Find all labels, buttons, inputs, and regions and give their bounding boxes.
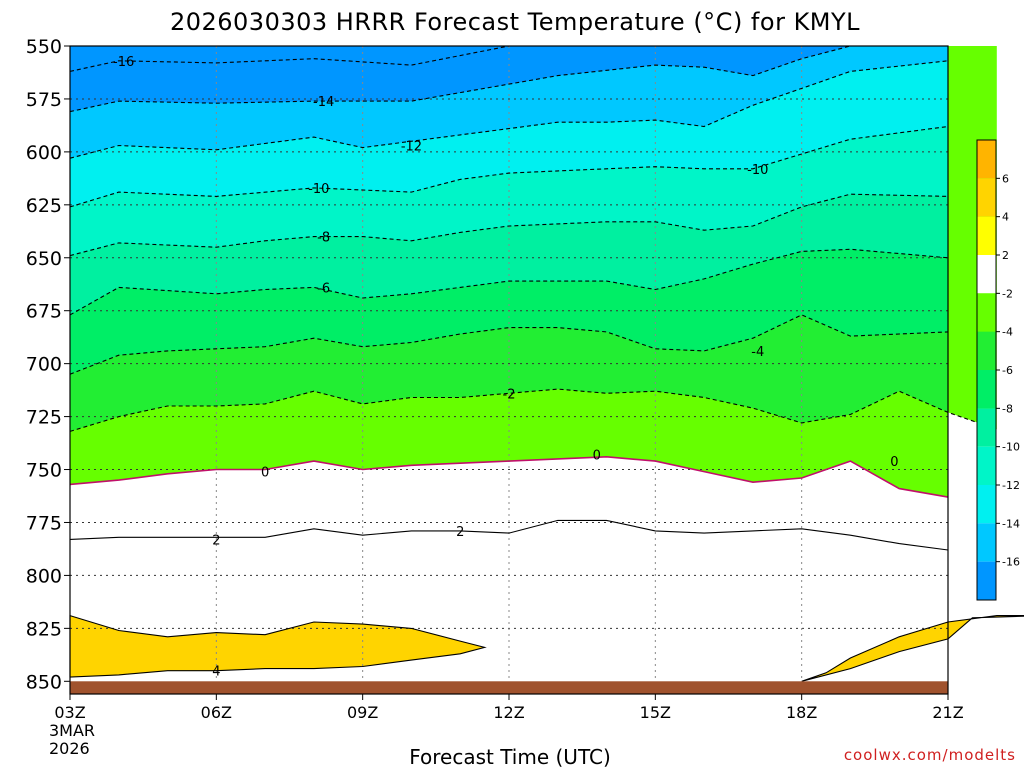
x-start-year-label: 2026 (49, 739, 90, 758)
colorbar-swatch-9 (977, 485, 996, 524)
isotherm-line--2 (69, 388, 997, 432)
y-tick-label-600: 600 (26, 142, 62, 164)
colorbar-swatch-4 (977, 293, 996, 332)
x-tick-label-15Z: 15Z (640, 703, 671, 722)
colorbar-label--2: -2 (1002, 287, 1013, 300)
isotherm-line-0 (69, 455, 949, 498)
y-tick-label-750: 750 (26, 460, 62, 482)
x-axis-ticks: 03Z 06Z 09Z 12Z 15Z 18Z 21Z (54, 694, 964, 722)
y-tick-label-825: 825 (26, 618, 62, 640)
colorbar-label--10: -10 (1002, 441, 1020, 454)
isotherm-line-4 (69, 614, 487, 678)
isotherm-label-0: 0 (593, 449, 601, 464)
fill-warm-pocket-1 (801, 615, 1024, 682)
isotherm-label--12: -12 (401, 140, 422, 155)
colorbar-swatch-2 (977, 216, 996, 255)
isotherm-label--10: -10 (308, 182, 329, 197)
y-tick-label-700: 700 (26, 354, 62, 376)
colorbar-swatch-0 (977, 140, 996, 179)
isotherm-line--6 (69, 248, 949, 316)
y-tick-label-625: 625 (26, 195, 62, 217)
isotherm-lines: -16 -14 -12 -10 -10 -8 -6 -4 -2 0 0 0 2 2 4 (69, 45, 1024, 682)
colorbar-label--12: -12 (1002, 479, 1020, 492)
y-tick-label-775: 775 (26, 512, 62, 534)
x-tick-label-09Z: 09Z (347, 703, 378, 722)
x-start-day-label: 3MAR (49, 721, 95, 740)
x-tick-label-18Z: 18Z (786, 703, 817, 722)
ground-bar (70, 681, 948, 694)
y-tick-label-800: 800 (26, 565, 62, 587)
isotherm-label-4: 4 (212, 665, 220, 680)
isotherm-label--8: -8 (317, 231, 330, 246)
isotherm-line--4 (69, 314, 949, 375)
x-axis-label: Forecast Time (UTC) (409, 745, 611, 768)
x-tick-label-06Z: 06Z (201, 703, 232, 722)
colorbar-swatch-11 (977, 561, 996, 600)
isotherm-line--16 (69, 45, 510, 72)
fill-warm-pocket-0 (70, 615, 485, 678)
x-tick-label-21Z: 21Z (932, 703, 963, 722)
y-tick-label-675: 675 (26, 301, 62, 323)
isotherm-label--14: -14 (313, 95, 334, 110)
colorbar: 6 4 2 -2 -4 -6 -8 -10 -12 -14 -16 (976, 139, 1020, 601)
colorbar-swatch-8 (977, 446, 996, 485)
y-axis-ticks: 550 575 600 625 650 675 700 725 750 775 800 825 850 (26, 36, 70, 693)
chart-title: 2026030303 HRRR Forecast Temperature (°C… (170, 8, 860, 36)
y-tick-label-725: 725 (26, 407, 62, 429)
isotherm-label--2: -2 (503, 387, 516, 402)
isotherm-label-2: 2 (456, 525, 464, 540)
colorbar-label--6: -6 (1002, 364, 1013, 377)
colorbar-swatch-6 (977, 370, 996, 409)
colorbar-label--14: -14 (1002, 517, 1020, 530)
ground-layer (70, 681, 948, 694)
isotherm-line--14 (69, 45, 851, 113)
y-tick-label-650: 650 (26, 248, 62, 270)
colorbar-swatch-7 (977, 408, 996, 447)
plot-area (70, 46, 1024, 694)
isotherm-line--8 (69, 193, 949, 257)
isotherm-label-0: 0 (261, 466, 269, 481)
isotherm-label--6: -6 (317, 281, 330, 296)
isotherm-label-2: 2 (212, 533, 220, 548)
isotherm-line--12 (69, 60, 949, 159)
y-tick-label-850: 850 (26, 671, 62, 693)
colorbar-label--16: -16 (1002, 556, 1020, 569)
grid-lines (70, 46, 948, 694)
colorbar-swatch-1 (977, 178, 996, 217)
isotherm-label--4: -4 (751, 345, 764, 360)
colorbar-swatch-10 (977, 523, 996, 562)
colorbar-label-4: 4 (1002, 211, 1009, 224)
isotherm-line-2 (69, 519, 949, 551)
isotherm-line--10 (69, 125, 949, 208)
colorbar-label--4: -4 (1002, 326, 1013, 339)
credit-link[interactable]: coolwx.com/modelts (844, 746, 1016, 764)
colorbar-label--8: -8 (1002, 402, 1013, 415)
colorbar-label-6: 6 (1002, 172, 1009, 185)
x-tick-label-03Z: 03Z (54, 703, 85, 722)
x-tick-label-12Z: 12Z (493, 703, 524, 722)
isotherm-label--10: -10 (747, 163, 768, 178)
isotherm-line-4 (801, 615, 1024, 682)
colorbar-swatch-3 (977, 255, 996, 294)
colorbar-label-2: 2 (1002, 249, 1009, 262)
isotherm-label--16: -16 (113, 55, 134, 70)
colorbar-swatch-5 (977, 331, 996, 370)
y-tick-label-550: 550 (26, 36, 62, 58)
y-tick-label-575: 575 (26, 89, 62, 111)
isotherm-label-0: 0 (890, 455, 898, 470)
